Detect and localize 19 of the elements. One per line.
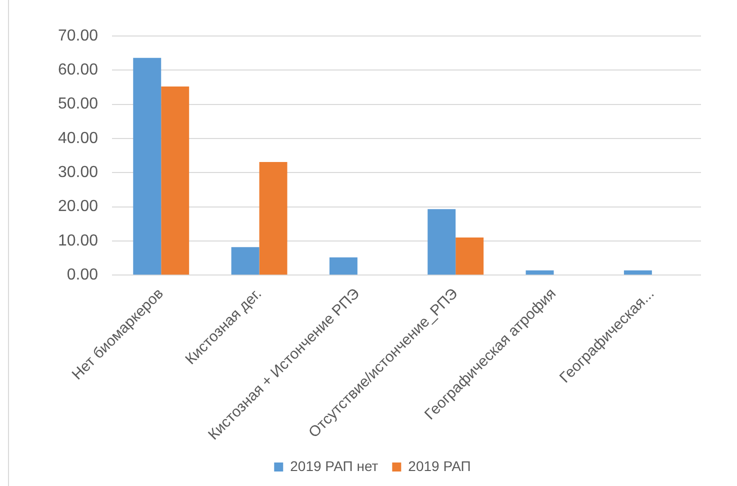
y-tick-label: 10.00	[58, 232, 98, 250]
legend-label: 2019 РАП нет	[290, 458, 379, 474]
y-tick-label: 60.00	[58, 62, 98, 79]
y-tick-label: 40.00	[58, 130, 98, 147]
y-tick-label: 0.00	[66, 266, 98, 284]
bar	[133, 58, 162, 275]
bar	[161, 86, 190, 275]
bar	[259, 162, 288, 275]
y-tick-label: 20.00	[58, 198, 98, 216]
bar	[231, 247, 260, 275]
bar	[456, 238, 484, 275]
legend-label: 2019 РАП	[408, 458, 471, 474]
y-tick-label: 70.00	[58, 27, 98, 44]
bar	[428, 209, 456, 275]
bar	[624, 270, 652, 275]
bar	[526, 270, 554, 275]
bar	[329, 257, 358, 275]
y-tick-label: 50.00	[58, 96, 98, 113]
y-tick-label: 30.00	[58, 164, 98, 182]
